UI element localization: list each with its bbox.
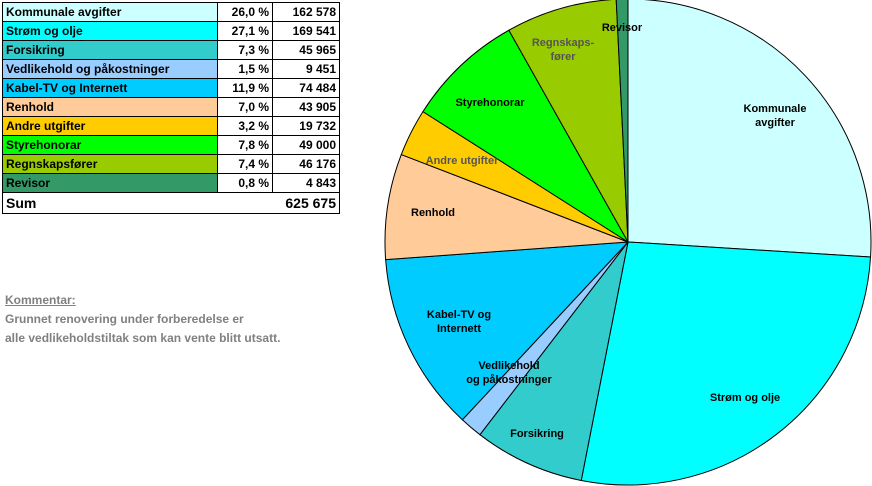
slice-label-line: Internett [437,323,481,335]
category-cell: Styrehonorar [2,135,218,155]
sum-row: Sum 625 675 [2,192,340,214]
category-cell: Andre utgifter [2,116,218,136]
pie-slice [580,241,872,486]
table-row: Regnskapsfører 7,4 % 46 176 [2,154,340,174]
slice-label: Strøm og olje [710,392,780,404]
pie-slice [479,241,629,481]
slice-label: Vedlikehold og påkostninger [466,360,552,386]
slice-label-line: avgifter [755,117,795,129]
slice-label: Revisor [602,22,643,34]
slice-label-line: Styrehonorar [455,97,525,109]
slice-label-line: Kommunale [744,103,807,115]
percent-cell: 1,5 % [217,59,273,79]
expense-table: Kommunale avgifter 26,0 % 162 578 Strøm og … [2,2,340,214]
amount-cell: 169 541 [272,21,340,41]
pie-slice [627,0,872,258]
slice-label: Andre utgifter [426,155,499,167]
pie-slice [615,0,629,243]
percent-cell: 26,0 % [217,2,273,22]
category-cell: Kabel-TV og Internett [2,78,218,98]
slice-label: Kabel-TV og Internett [427,309,491,335]
slice-label-line: Andre utgifter [426,155,499,167]
amount-cell: 43 905 [272,97,340,117]
amount-cell: 46 176 [272,154,340,174]
table-row: Revisor 0,8 % 4 843 [2,173,340,193]
slice-label-line: fører [550,51,576,63]
table-row: Andre utgifter 3,2 % 19 732 [2,116,340,136]
category-cell: Forsikring [2,40,218,60]
slice-label-line: Forsikring [510,428,564,440]
category-cell: Renhold [2,97,218,117]
comment-line-2: alle vedlikeholdstiltak som kan vente bl… [5,331,281,345]
percent-cell: 3,2 % [217,116,273,136]
category-cell: Revisor [2,173,218,193]
table-row: Renhold 7,0 % 43 905 [2,97,340,117]
comment-title: Kommentar: [5,293,76,307]
slice-label-line: Regnskaps- [532,37,595,49]
slice-label-line: Renhold [411,207,455,219]
pie-slice [385,241,629,421]
percent-cell: 27,1 % [217,21,273,41]
slice-label: Kommunale avgifter [744,103,807,129]
slice-label: Forsikring [510,428,564,440]
percent-cell: 7,0 % [217,97,273,117]
slice-label: Renhold [411,207,455,219]
slice-label-line: Strøm og olje [710,392,780,404]
comment-line-1: Grunnet renovering under forberedelse er [5,312,244,326]
slice-label-line: Vedlikehold [478,360,539,372]
pie-slice [384,154,629,261]
sum-value: 625 675 [217,192,340,214]
amount-cell: 74 484 [272,78,340,98]
percent-cell: 11,9 % [217,78,273,98]
slice-label-line: Kabel-TV og [427,309,491,321]
amount-cell: 49 000 [272,135,340,155]
percent-cell: 0,8 % [217,173,273,193]
category-cell: Kommunale avgifter [2,2,218,22]
category-cell: Vedlikehold og påkostninger [2,59,218,79]
table-row: Vedlikehold og påkostninger 1,5 % 9 451 [2,59,340,79]
expense-table-body: Kommunale avgifter 26,0 % 162 578 Strøm og … [2,2,340,214]
amount-cell: 162 578 [272,2,340,22]
comment-block: Kommentar: Grunnet renovering under forb… [5,291,280,348]
pie-slice [422,29,629,243]
slice-label: Styrehonorar [455,97,525,109]
pie-slice [508,0,629,243]
slice-label: Regnskaps-fører [532,37,595,63]
table-row: Strøm og olje 27,1 % 169 541 [2,21,340,41]
slice-label-line: og påkostninger [466,374,552,386]
table-row: Kabel-TV og Internett 11,9 % 74 484 [2,78,340,98]
table-row: Kommunale avgifter 26,0 % 162 578 [2,2,340,22]
slice-label-line: Revisor [602,22,643,34]
table-row: Styrehonorar 7,8 % 49 000 [2,135,340,155]
amount-cell: 45 965 [272,40,340,60]
sum-label: Sum [2,192,218,214]
